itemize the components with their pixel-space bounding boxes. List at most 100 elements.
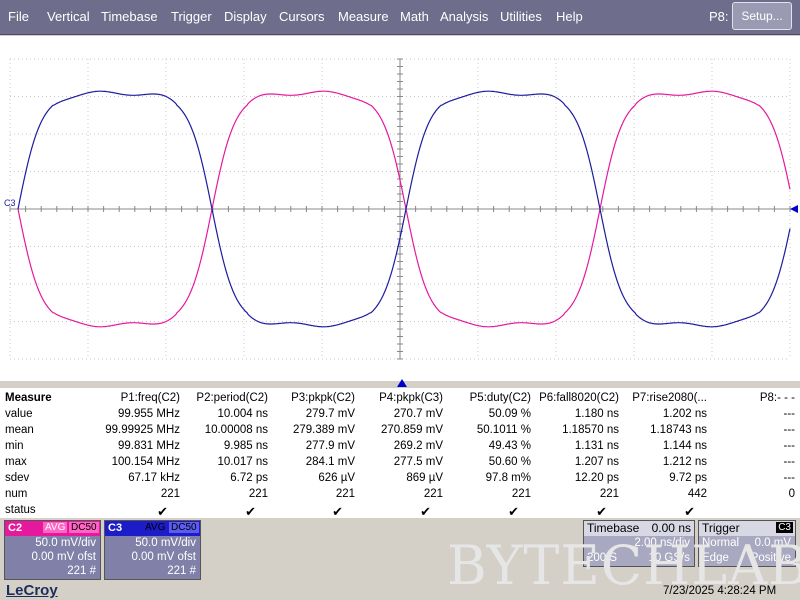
measure-cell: 626 µV <box>318 472 355 484</box>
channel-c3-sweeps: 221 # <box>167 565 196 577</box>
measure-row-status: status ✔ ✔ ✔ ✔ ✔ ✔ ✔ <box>0 504 800 520</box>
measure-cell: 97.8 m% <box>485 472 531 484</box>
measure-row-label: num <box>5 488 28 500</box>
measure-cell: 10.004 ns <box>217 408 268 420</box>
channel-c2-volts-div: 50.0 mV/div <box>35 537 96 549</box>
measure-cell: 277.9 mV <box>305 440 355 452</box>
measure-header-label[interactable]: Measure <box>5 392 52 404</box>
timebase-title: Timebase <box>587 521 640 535</box>
status-check-icon: ✔ <box>508 504 519 519</box>
measure-row-label: max <box>5 456 27 468</box>
menu-file[interactable]: File <box>8 9 29 24</box>
col-p6[interactable]: P6:fall8020(C2) <box>539 392 619 404</box>
measure-cell: --- <box>783 472 796 484</box>
measure-cell: --- <box>783 424 796 436</box>
col-p1[interactable]: P1:freq(C2) <box>120 392 180 404</box>
menu-cursors[interactable]: Cursors <box>279 9 325 24</box>
channel-c3-name: C3 <box>108 522 123 534</box>
menu-trigger[interactable]: Trigger <box>171 9 212 24</box>
trigger-level: 0.0 mV <box>754 537 791 549</box>
measure-row-label: status <box>5 504 36 516</box>
measure-row-max: max 100.154 MHz 10.017 ns 284.1 mV 277.5 mV 5… <box>0 456 800 472</box>
measure-cell: 10.017 ns <box>217 456 268 468</box>
measure-cell: 284.1 mV <box>305 456 355 468</box>
col-p2[interactable]: P2:period(C2) <box>196 392 268 404</box>
measure-cell: --- <box>783 456 796 468</box>
measure-row-label: mean <box>5 424 34 436</box>
measure-cell: 221 <box>248 488 268 500</box>
measure-row-label: sdev <box>5 472 30 484</box>
channel-c3-offset: 0.00 mV ofst <box>131 551 196 563</box>
col-p5[interactable]: P5:duty(C2) <box>469 392 531 404</box>
timebase-samples: 200 S <box>587 552 618 564</box>
trigger-mode: Normal <box>702 537 740 549</box>
waveform-grid: C3 <box>4 58 798 360</box>
channel-c2-descriptor[interactable]: C2 AVG DC50 50.0 mV/div 0.00 mV ofst 221… <box>4 520 101 580</box>
measure-cell: 221 <box>423 488 443 500</box>
trace-c2 <box>17 90 791 328</box>
timebase-descriptor[interactable]: Timebase 0.00 ns 2.00 ns/div 200 S 10 GS… <box>583 520 695 567</box>
timebase-rate: 10 GS/s <box>648 552 690 564</box>
col-p4[interactable]: P4:pkpk(C3) <box>379 392 443 404</box>
measure-cell: 9.985 ns <box>223 440 268 452</box>
col-p3[interactable]: P3:pkpk(C2) <box>291 392 355 404</box>
measure-cell: 277.5 mV <box>393 456 443 468</box>
trigger-descriptor[interactable]: Trigger C3 Normal 0.0 mV Edge Positive <box>698 520 796 567</box>
measure-cell: 10.00008 ns <box>204 424 268 436</box>
menu-timebase[interactable]: Timebase <box>101 9 158 24</box>
menu-bar: File Vertical Timebase Trigger Display C… <box>0 0 800 35</box>
measure-table: Measure P1:freq(C2) P2:period(C2) P3:pkp… <box>0 388 800 520</box>
p8-label: P8: <box>709 9 729 24</box>
datetime-display: 7/23/2025 4:28:24 PM <box>663 585 777 597</box>
measure-cell: 279.389 mV <box>292 424 355 436</box>
measure-cell: --- <box>783 408 796 420</box>
measure-cell: 50.60 % <box>488 456 531 468</box>
menu-utilities[interactable]: Utilities <box>500 9 542 24</box>
measure-cell: 1.207 ns <box>574 456 619 468</box>
measure-cell: 1.212 ns <box>662 456 707 468</box>
channel-c3-volts-div: 50.0 mV/div <box>135 537 196 549</box>
measure-cell: 221 <box>335 488 355 500</box>
measure-cell: 49.43 % <box>488 440 531 452</box>
measure-cell: 1.202 ns <box>662 408 707 420</box>
channel-c2-dc-badge: DC50 <box>69 522 99 533</box>
measure-cell: 67.17 kHz <box>128 472 180 484</box>
status-check-icon: ✔ <box>332 504 343 519</box>
trigger-title: Trigger <box>702 521 740 535</box>
trace-c3 <box>17 90 791 328</box>
trigger-position-marker-icon <box>397 379 407 387</box>
channel-c2-avg-badge: AVG <box>43 522 68 533</box>
channel-c3-descriptor[interactable]: C3 AVG DC50 50.0 mV/div 0.00 mV ofst 221… <box>104 520 201 580</box>
setup-button[interactable]: Setup... <box>732 2 792 30</box>
channel-c2-sweeps: 221 # <box>67 565 96 577</box>
menu-measure[interactable]: Measure <box>338 9 389 24</box>
measure-row-label: value <box>5 408 33 420</box>
col-p8[interactable]: P8:- - - <box>759 392 795 404</box>
menu-vertical[interactable]: Vertical <box>47 9 90 24</box>
trigger-slope: Positive <box>750 552 791 564</box>
menu-help[interactable]: Help <box>556 9 583 24</box>
measure-cell: 269.2 mV <box>393 440 443 452</box>
channel-c2-name: C2 <box>8 522 23 534</box>
menu-analysis[interactable]: Analysis <box>440 9 489 24</box>
measure-cell: 50.09 % <box>488 408 531 420</box>
menu-math[interactable]: Math <box>400 9 429 24</box>
measure-cell: 221 <box>599 488 619 500</box>
measure-row-num: num 221 221 221 221 221 221 442 0 <box>0 488 800 504</box>
measure-row-sdev: sdev 67.17 kHz 6.72 ps 626 µV 869 µV 97.8 m% 1… <box>0 472 800 488</box>
measure-header-row: Measure P1:freq(C2) P2:period(C2) P3:pkp… <box>0 392 800 408</box>
measure-cell: 9.72 ps <box>669 472 707 484</box>
measure-cell: 99.955 MHz <box>117 408 180 420</box>
waveform-grid-area[interactable]: C3 <box>0 36 800 381</box>
timebase-delay: 0.00 ns <box>651 521 691 535</box>
measure-cell: 1.144 ns <box>662 440 707 452</box>
measure-cell: 270.859 mV <box>380 424 443 436</box>
trigger-type: Edge <box>702 552 729 564</box>
menu-display[interactable]: Display <box>224 9 267 24</box>
measure-cell: 270.7 mV <box>393 408 443 420</box>
brand-logo[interactable]: LeCroy <box>6 582 58 599</box>
measure-cell: --- <box>783 440 796 452</box>
col-p7[interactable]: P7:rise2080(... <box>632 392 707 404</box>
measure-cell: 50.1011 % <box>476 424 531 436</box>
measure-row-label: min <box>5 440 24 452</box>
